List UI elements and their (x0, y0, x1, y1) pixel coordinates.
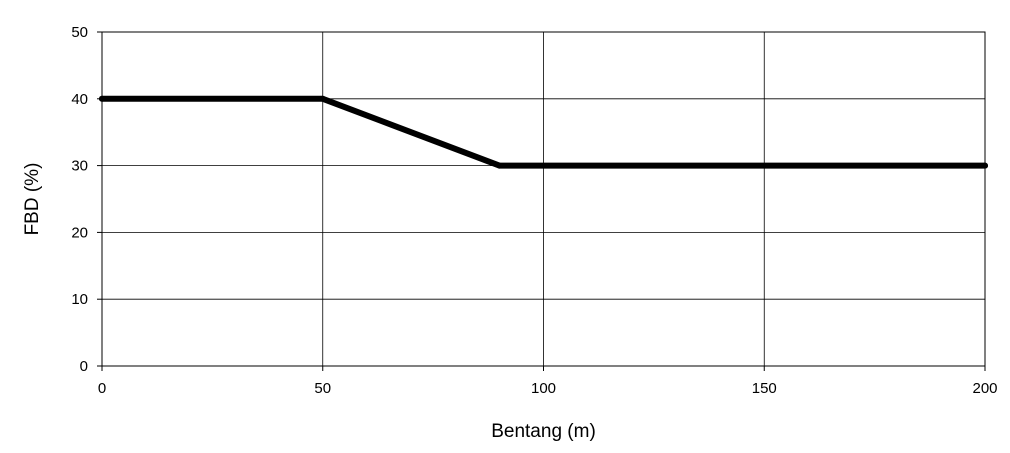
series-line (99, 95, 988, 169)
x-axis-title: Bentang (m) (491, 421, 596, 442)
y-tick-label: 0 (80, 358, 88, 375)
y-tick-label: 20 (71, 224, 88, 241)
y-tick-label: 40 (71, 91, 88, 108)
y-axis-ticks: 0 10 20 30 40 50 (71, 24, 102, 375)
x-tick-label: 50 (314, 380, 331, 397)
y-axis-title: FBD (%) (22, 163, 43, 236)
x-tick-label: 0 (98, 380, 106, 397)
data-point (319, 95, 326, 102)
data-point (496, 162, 503, 169)
x-tick-label: 200 (972, 380, 997, 397)
gridlines (101, 31, 986, 367)
series-layer (99, 95, 988, 169)
x-tick-label: 150 (752, 380, 777, 397)
y-tick-label: 30 (71, 158, 88, 175)
data-point (982, 162, 988, 169)
data-point (99, 95, 105, 102)
x-axis-ticks: 0 50 100 150 200 (98, 366, 998, 397)
y-tick-label: 50 (71, 24, 88, 41)
x-tick-label: 100 (531, 380, 556, 397)
y-tick-label: 10 (71, 291, 88, 308)
